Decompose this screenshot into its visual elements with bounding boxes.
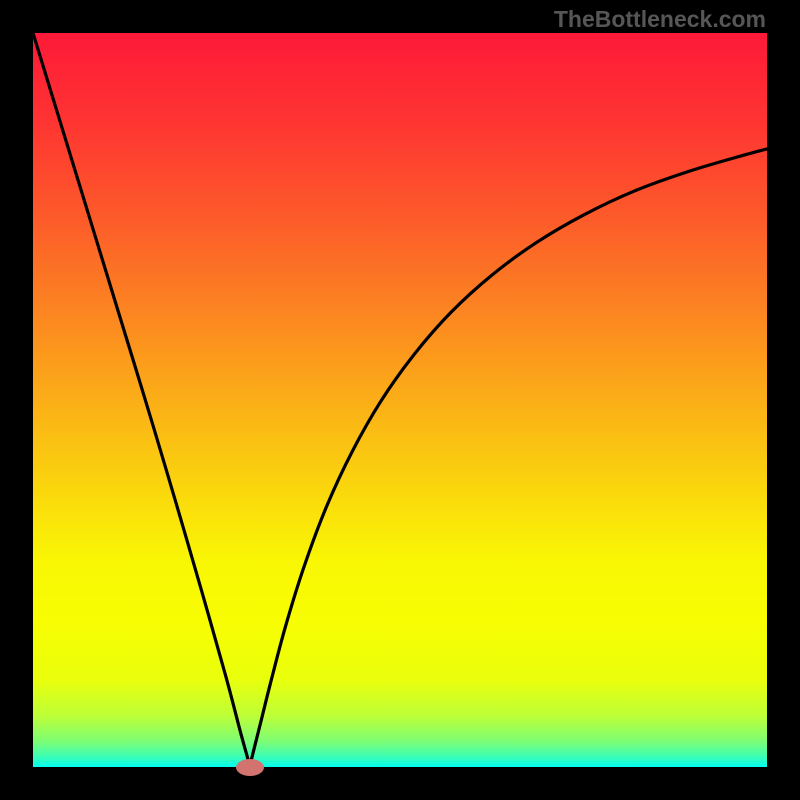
watermark-text: TheBottleneck.com bbox=[554, 6, 766, 33]
chart-frame: TheBottleneck.com bbox=[0, 0, 800, 800]
optimal-point-marker bbox=[236, 759, 264, 776]
plot-area bbox=[33, 33, 767, 767]
